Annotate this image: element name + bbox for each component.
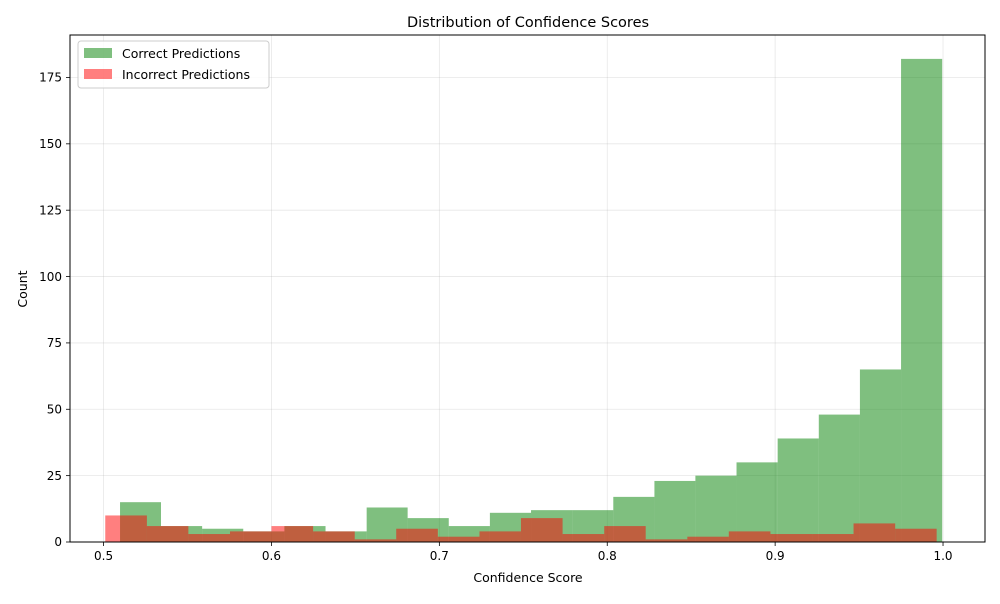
histogram-bar [859, 369, 902, 542]
y-tick-label: 0 [54, 535, 62, 549]
legend-box [77, 40, 270, 89]
histogram-bar [562, 534, 605, 542]
histogram-bar [654, 480, 696, 542]
y-axis-label: Count [15, 270, 30, 307]
histogram-bar [271, 526, 314, 542]
axis-ticks: 0.5 0.6 0.7 0.8 0.9 1.0 0 25 50 75 100 125 150 175 [39, 71, 952, 563]
y-tick-label: 150 [39, 137, 62, 151]
histogram-bar [812, 534, 854, 542]
histogram-bar [736, 462, 778, 542]
chart-title: Distribution of Confidence Scores [407, 15, 649, 31]
histogram-bar [354, 539, 397, 542]
histogram-bar [188, 534, 230, 542]
histogram-bar [105, 515, 147, 542]
histogram-bar [695, 475, 737, 542]
legend-swatch [84, 69, 112, 79]
histogram-bar [728, 531, 771, 542]
y-tick-label: 100 [39, 270, 62, 284]
x-tick-label: 1.0 [933, 549, 952, 563]
histogram-bar [687, 536, 729, 542]
legend-label: Incorrect Predictions [122, 67, 250, 82]
legend: Correct Predictions Incorrect Predictions [77, 40, 270, 89]
histogram-bars [105, 58, 943, 543]
histogram-bar [645, 539, 688, 542]
histogram-bar [313, 531, 355, 542]
histogram-bar [777, 438, 819, 542]
legend-swatch [84, 48, 112, 58]
x-axis-label: Confidence Score [473, 570, 583, 585]
histogram-bar [770, 534, 813, 542]
y-tick-label: 25 [47, 469, 62, 483]
y-tick-label: 75 [47, 336, 62, 350]
plot-area-frame [69, 34, 986, 543]
x-tick-label: 0.5 [94, 549, 113, 563]
histogram-bar [479, 531, 521, 542]
histogram-bar [818, 414, 860, 542]
series-incorrect [105, 515, 937, 542]
histogram-bar [520, 518, 563, 542]
y-tick-label: 175 [39, 71, 62, 85]
histogram-bar [853, 523, 896, 542]
histogram-bar [437, 536, 480, 542]
y-tick-label: 125 [39, 203, 62, 217]
histogram-bar [396, 528, 438, 542]
x-tick-label: 0.8 [598, 549, 617, 563]
histogram-bar [895, 528, 937, 542]
histogram-bar [901, 58, 943, 543]
x-tick-label: 0.7 [430, 549, 449, 563]
histogram-bar [146, 526, 189, 542]
x-tick-label: 0.9 [766, 549, 785, 563]
grid-lines [70, 35, 985, 543]
y-tick-label: 50 [47, 402, 62, 416]
legend-label: Correct Predictions [122, 46, 240, 61]
x-tick-label: 0.6 [262, 549, 281, 563]
histogram-bar [229, 531, 272, 542]
histogram-bar [604, 526, 646, 542]
